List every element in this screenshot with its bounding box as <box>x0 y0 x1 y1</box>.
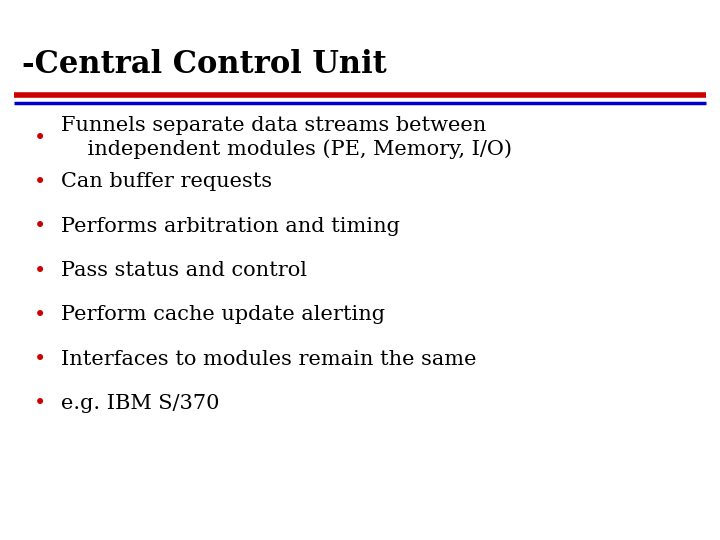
Text: •: • <box>33 393 46 414</box>
Text: •: • <box>33 127 46 148</box>
Text: Performs arbitration and timing: Performs arbitration and timing <box>61 217 400 236</box>
Text: Funnels separate data streams between
    independent modules (PE, Memory, I/O): Funnels separate data streams between in… <box>61 116 512 159</box>
Text: Pass status and control: Pass status and control <box>61 261 307 280</box>
Text: •: • <box>33 260 46 281</box>
Text: e.g. IBM S/370: e.g. IBM S/370 <box>61 394 220 413</box>
Text: Can buffer requests: Can buffer requests <box>61 172 272 192</box>
Text: •: • <box>33 349 46 369</box>
Text: -Central Control Unit: -Central Control Unit <box>22 49 387 79</box>
Text: Interfaces to modules remain the same: Interfaces to modules remain the same <box>61 349 477 369</box>
Text: Perform cache update alerting: Perform cache update alerting <box>61 305 385 325</box>
Text: •: • <box>33 305 46 325</box>
Text: •: • <box>33 172 46 192</box>
Text: •: • <box>33 216 46 237</box>
